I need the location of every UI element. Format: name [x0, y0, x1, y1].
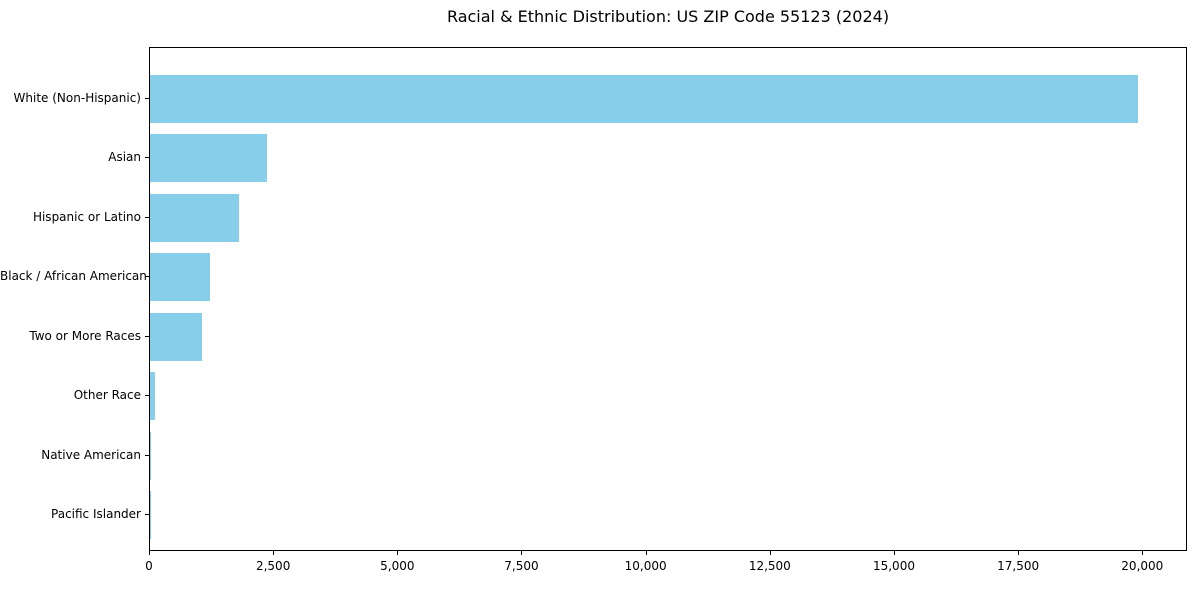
x-tick-mark [397, 551, 399, 555]
y-tick-label-hispanic-or-latino: Hispanic or Latino [32, 209, 141, 224]
y-tick-label-native-american: Native American [41, 447, 141, 462]
bar-white-non-hispanic [150, 74, 1139, 123]
y-tick-mark [145, 454, 149, 456]
x-tick-label-10-000: 10,000 [624, 559, 667, 573]
x-tick-mark [149, 551, 150, 555]
x-tick-label-0: 0 [145, 559, 153, 573]
x-tick-mark [1142, 551, 1144, 555]
bar-black-african-american [150, 253, 210, 302]
y-tick-mark [145, 97, 149, 99]
x-tick-label-12-500: 12,500 [748, 559, 791, 573]
bar-other-race [150, 372, 156, 421]
x-tick-label-5-000: 5,000 [380, 559, 415, 573]
bar-asian [150, 134, 267, 183]
x-tick-mark [645, 551, 647, 555]
bar-hispanic-or-latino [150, 193, 240, 242]
bar-two-or-more-races [150, 312, 203, 361]
y-tick-mark [145, 514, 149, 516]
x-tick-label-2-500: 2,500 [255, 559, 291, 573]
x-tick-label-17-500: 17,500 [997, 559, 1040, 573]
y-tick-mark [145, 335, 149, 337]
chart-title: Racial & Ethnic Distribution: US ZIP Cod… [446, 7, 890, 26]
x-tick-mark [521, 551, 523, 555]
y-tick-mark [145, 216, 149, 218]
x-tick-label-15-000: 15,000 [872, 559, 915, 573]
x-tick-mark [769, 551, 771, 555]
bar-native-american [150, 431, 152, 480]
plot-area [149, 47, 1187, 551]
x-tick-mark [893, 551, 895, 555]
y-tick-label-two-or-more-races: Two or More Races [29, 328, 141, 343]
x-tick-mark [273, 551, 275, 555]
y-tick-label-white-non-hispanic: White (Non-Hispanic) [13, 90, 141, 105]
y-tick-label-black-african-american: Black / African American [0, 269, 147, 284]
y-tick-label-pacific-islander: Pacific Islander [51, 507, 141, 522]
x-tick-label-20-000: 20,000 [1121, 559, 1164, 573]
y-tick-label-asian: Asian [108, 150, 141, 165]
y-tick-mark [145, 157, 149, 159]
y-tick-mark [145, 276, 149, 278]
y-tick-mark [145, 395, 149, 397]
y-tick-label-other-race: Other Race [73, 388, 141, 403]
x-tick-mark [1018, 551, 1020, 555]
x-tick-label-7-500: 7,500 [504, 559, 539, 573]
